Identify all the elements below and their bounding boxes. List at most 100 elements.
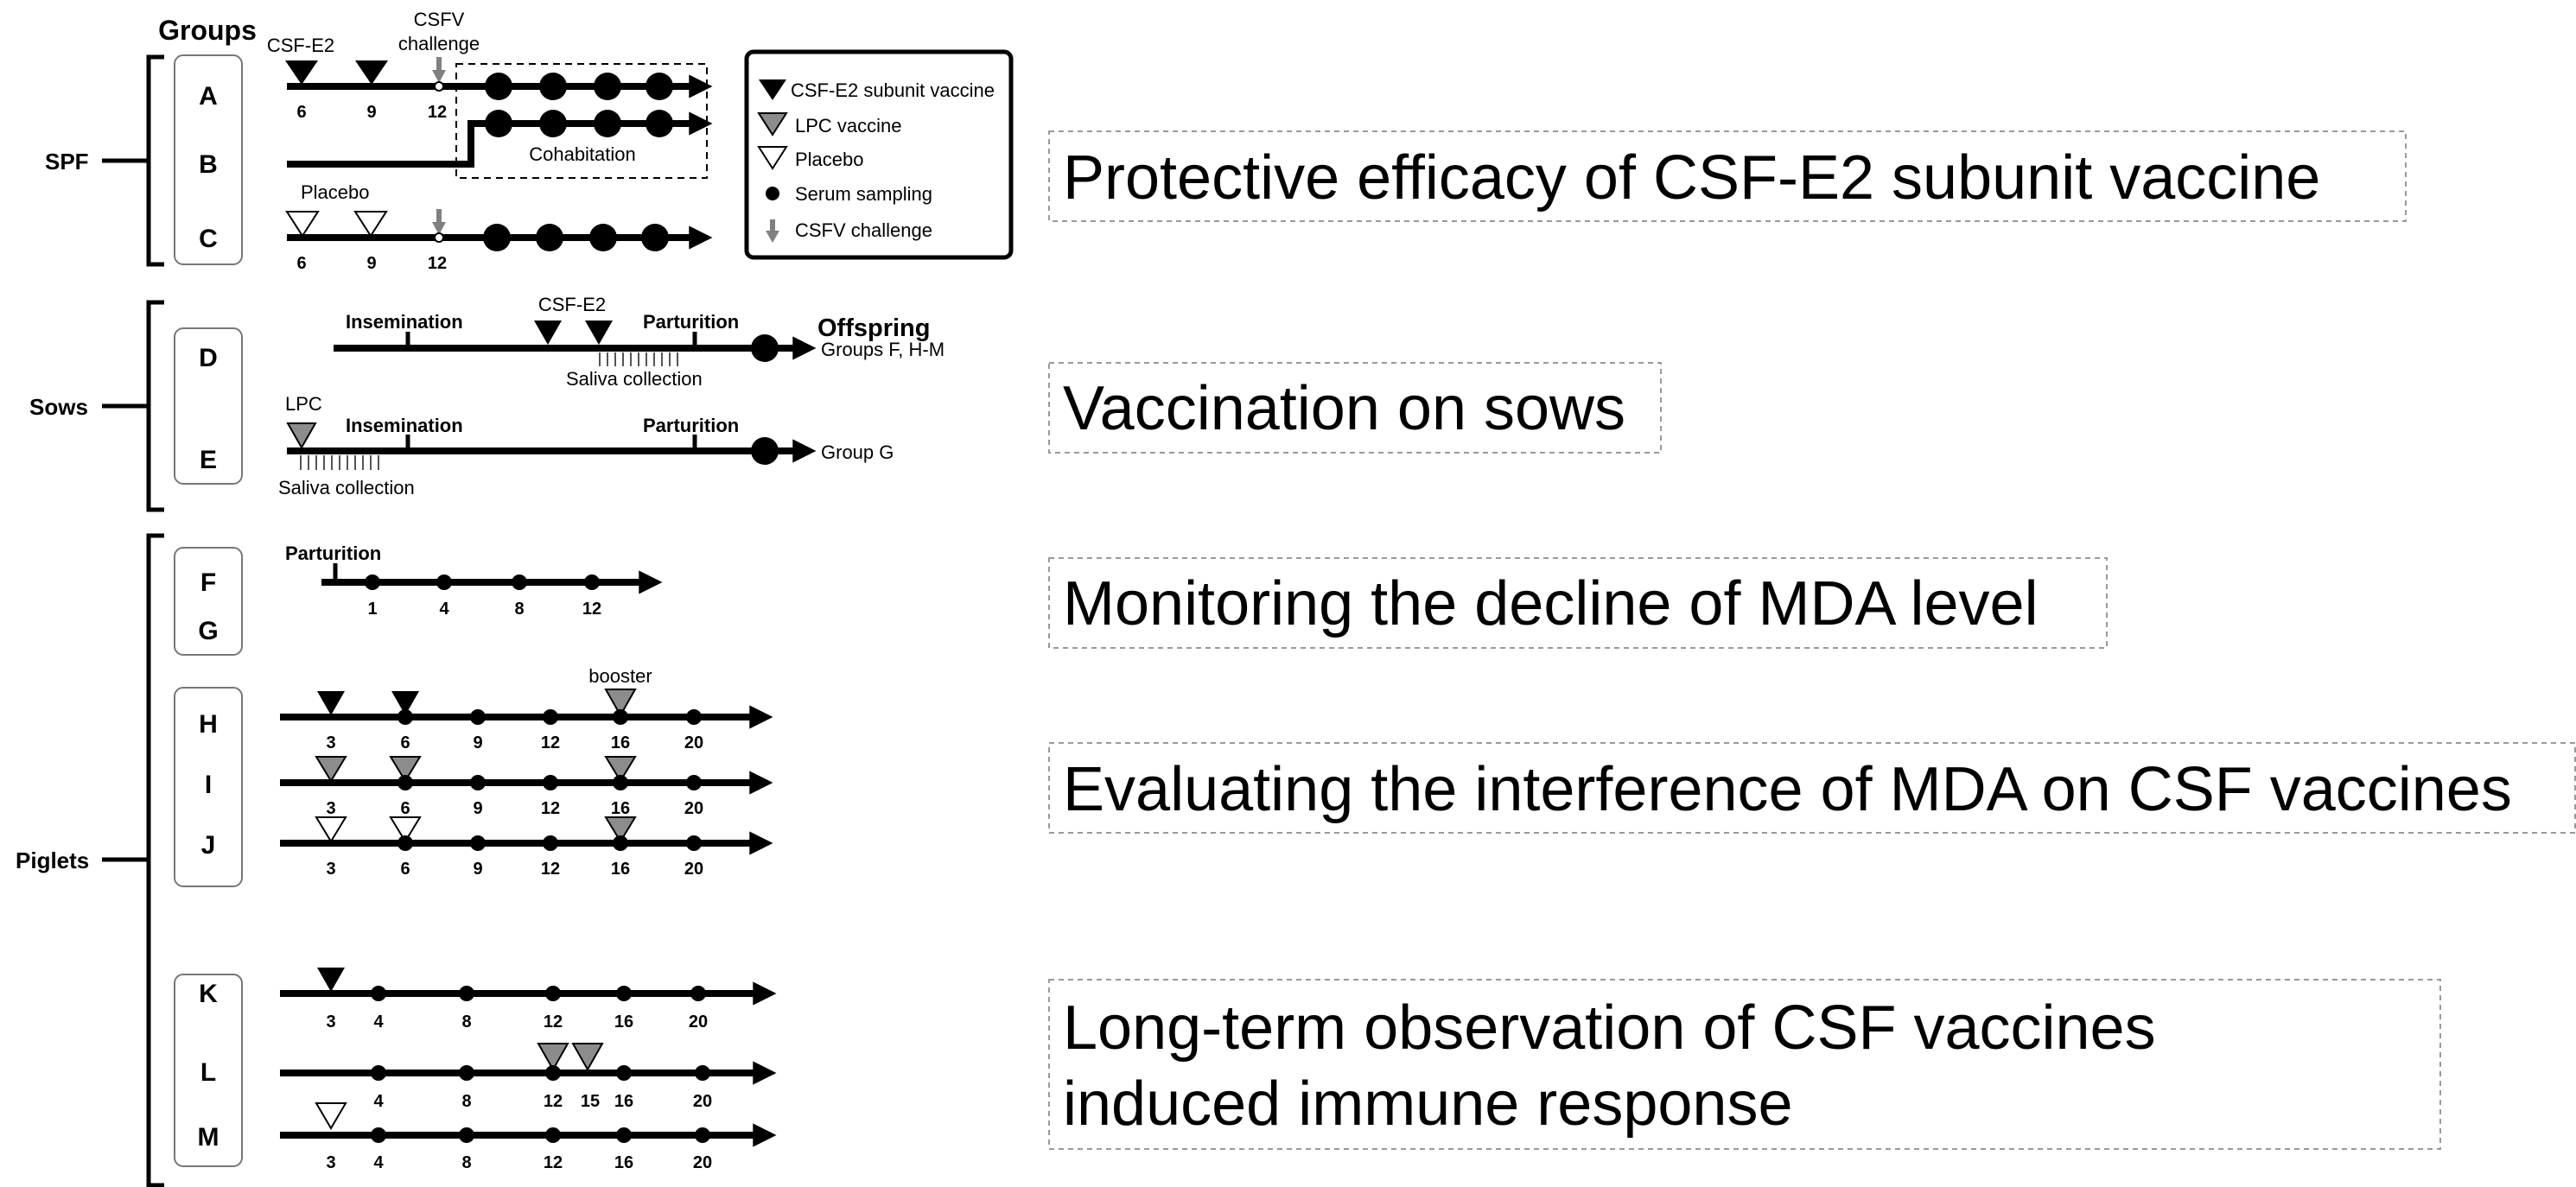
- serum-sampling-icon: [646, 110, 673, 137]
- serum-sampling-icon: [616, 1065, 632, 1081]
- legend: CSF-E2 subunit vaccine LPC vaccine Place…: [744, 49, 1014, 260]
- serum-sampling-icon: [695, 1065, 710, 1081]
- serum-sampling-icon: [371, 986, 386, 1001]
- lpc-vaccine-icon: [604, 756, 637, 783]
- group-label-a: A: [199, 82, 218, 111]
- tick-fg-1: 1: [367, 600, 377, 619]
- serum-sampling-icon: [616, 986, 632, 1001]
- saliva-collection-marks: [300, 455, 379, 470]
- group-label-j: J: [201, 831, 216, 860]
- serum-sampling-icon: [485, 110, 512, 137]
- panel-box-sows: [1048, 362, 1662, 454]
- tick-h-20: 20: [684, 733, 703, 752]
- serum-sampling-icon: [641, 224, 669, 251]
- tick-m-20: 20: [693, 1153, 712, 1172]
- group-box-abc: [174, 54, 243, 265]
- group-label-b: B: [199, 150, 218, 179]
- annotation-saliva-d: Saliva collection: [566, 368, 703, 390]
- panel-box-long-term: [1048, 979, 2441, 1150]
- group-label-l: L: [200, 1058, 216, 1087]
- tick-c-12: 12: [428, 254, 447, 273]
- tick-l-12: 12: [544, 1092, 563, 1111]
- serum-sampling-icon: [485, 73, 512, 100]
- lpc-vaccine-icon: [571, 1043, 604, 1072]
- subunit-vaccine-icon: [534, 321, 562, 345]
- saliva-collection-marks: [599, 352, 678, 366]
- tick-i-3: 3: [326, 799, 335, 818]
- panel-long-term-line2: induced immune response: [1063, 1070, 1793, 1139]
- subunit-vaccine-icon: [759, 79, 786, 100]
- serum-sampling-icon: [543, 775, 558, 790]
- serum-sampling-icon: [483, 224, 511, 251]
- subunit-vaccine-icon: [317, 691, 345, 715]
- serum-sampling-icon: [536, 224, 563, 251]
- group-label-f: F: [200, 568, 216, 597]
- spf-brace: [102, 54, 164, 267]
- lpc-vaccine-icon: [757, 112, 788, 136]
- serum-sampling-icon: [695, 1127, 710, 1143]
- group-box-de: [174, 327, 243, 485]
- annotation-parturition-fg: Parturition: [285, 543, 381, 564]
- serum-sampling-icon: [470, 709, 486, 725]
- group-label-i: I: [205, 771, 212, 799]
- tick-a-12: 12: [428, 103, 447, 122]
- serum-sampling-icon: [690, 986, 706, 1001]
- serum-sampling-icon: [594, 73, 621, 100]
- panel-vaccination-sows: Vaccination on sows: [1063, 374, 1625, 443]
- placebo-icon: [315, 1102, 347, 1130]
- serum-sampling-icon: [594, 110, 621, 137]
- group-label-e: E: [200, 446, 217, 474]
- serum-sampling-icon: [686, 775, 702, 790]
- serum-sampling-icon: [470, 775, 486, 790]
- section-label-sows: Sows: [29, 394, 88, 420]
- serum-sampling-icon: [545, 1127, 561, 1143]
- tick-j-6: 6: [400, 860, 410, 879]
- piglets-brace: [102, 533, 164, 1187]
- group-label-d: D: [199, 344, 218, 372]
- annotation-challenge-l1: CSFV: [414, 9, 465, 30]
- subunit-vaccine-icon: [355, 60, 388, 85]
- tick-k-20: 20: [689, 1012, 708, 1031]
- serum-sampling-icon: [751, 437, 779, 465]
- tick-h-9: 9: [473, 733, 482, 752]
- challenge-arrow-icon: [766, 219, 779, 243]
- serum-sampling-icon: [539, 73, 567, 100]
- tick-k-4: 4: [373, 1012, 384, 1031]
- tick-l-20: 20: [693, 1092, 712, 1111]
- tick-i-16: 16: [611, 799, 630, 818]
- placebo-icon: [315, 816, 347, 843]
- tick-m-16: 16: [614, 1153, 633, 1172]
- tick-fg-4: 4: [439, 600, 449, 619]
- group-label-c: C: [199, 225, 218, 253]
- serum-sampling-icon: [371, 1127, 386, 1143]
- tick-a-9: 9: [366, 103, 376, 122]
- annotation-saliva-e: Saliva collection: [278, 477, 415, 498]
- serum-sampling-icon: [686, 835, 702, 851]
- group-label-g: G: [198, 617, 218, 645]
- group-label-m: M: [198, 1123, 219, 1152]
- tick-h-3: 3: [326, 733, 335, 752]
- subunit-vaccine-icon: [317, 968, 345, 992]
- tick-h-16: 16: [611, 733, 630, 752]
- serum-sampling-icon: [686, 709, 702, 725]
- tick-l-15: 15: [581, 1092, 600, 1111]
- annotation-group-g: Group G: [821, 441, 894, 463]
- panel-mda-decline: Monitoring the decline of MDA level: [1063, 569, 2039, 638]
- serum-sampling-icon: [459, 986, 474, 1001]
- serum-sampling-icon: [543, 709, 558, 725]
- annotation-booster: booster: [588, 665, 652, 687]
- annotation-insemination-e: Insemination: [346, 415, 463, 436]
- sows-brace: [102, 300, 164, 512]
- serum-sampling-icon: [512, 574, 527, 590]
- tick-k-16: 16: [614, 1012, 633, 1031]
- panel-mda-interference: Evaluating the interference of MDA on CS…: [1063, 755, 2512, 824]
- serum-sampling-icon: [436, 574, 452, 590]
- tick-h-12: 12: [541, 733, 560, 752]
- tick-i-20: 20: [684, 799, 703, 818]
- panel-box-mda-decline: [1048, 557, 2108, 649]
- subunit-vaccine-icon: [585, 321, 613, 345]
- legend-placebo: Placebo: [795, 149, 864, 170]
- tick-j-3: 3: [326, 860, 335, 879]
- timeline-b: [287, 111, 713, 168]
- tick-i-9: 9: [473, 799, 482, 818]
